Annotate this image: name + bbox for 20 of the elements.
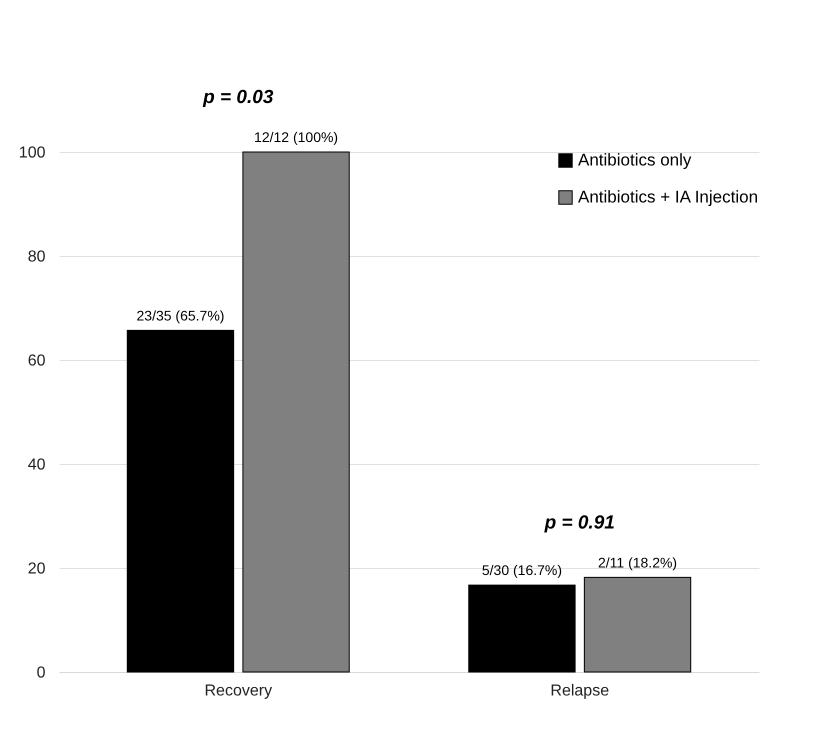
data-label: 12/12 (100%) — [254, 129, 338, 145]
y-tick-label: 80 — [28, 248, 46, 266]
bar — [242, 152, 350, 672]
data-label: 5/30 (16.7%) — [482, 562, 562, 578]
x-tick-label: Recovery — [204, 682, 272, 700]
legend-label: Antibiotics only — [578, 150, 692, 170]
x-tick-label: Relapse — [550, 682, 610, 700]
data-label: 2/11 (18.2%) — [598, 554, 678, 570]
bar — [126, 330, 234, 672]
bar — [584, 576, 692, 672]
data-label: 23/35 (65.7%) — [136, 307, 224, 324]
y-tick-label: 40 — [28, 456, 46, 474]
y-tick-label: 60 — [28, 352, 46, 370]
y-tick-label: 100 — [18, 144, 46, 162]
annotation: p = 0.91 — [544, 512, 615, 534]
text: p = 0.03 — [202, 87, 274, 108]
y-tick-label: 20 — [28, 560, 46, 578]
bar — [468, 584, 576, 672]
legend-label: Antibiotics + IA Injection — [578, 188, 758, 206]
y-tick-label: 0 — [36, 664, 46, 682]
